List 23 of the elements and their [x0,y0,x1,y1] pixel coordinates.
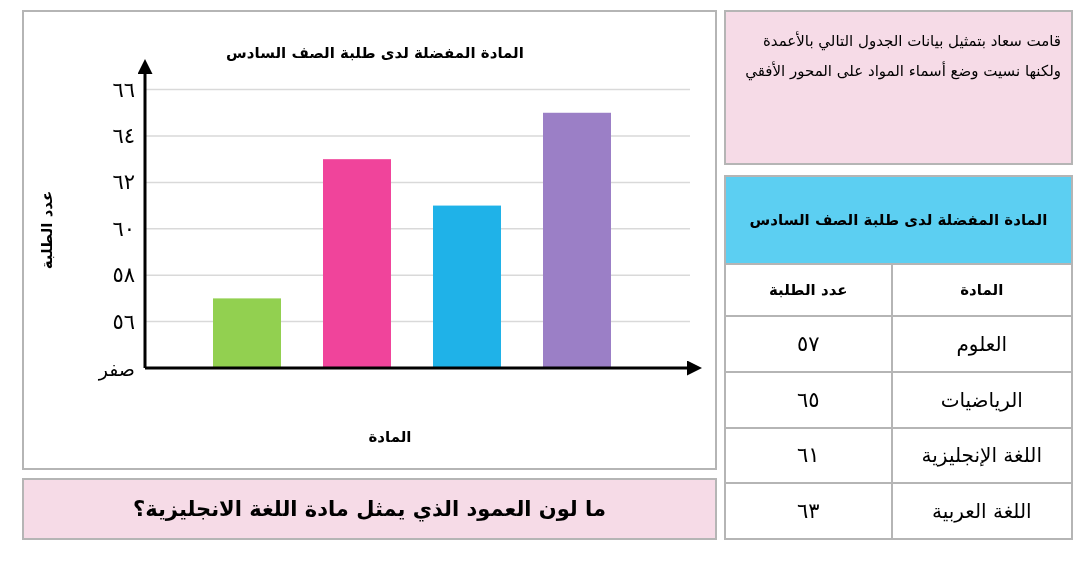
x-axis-title: المادة [368,428,412,446]
y-axis-title: عدد الطلبة [38,190,56,270]
text: عدد الطلبة [725,264,892,316]
text: ما لون العمود الذي يمثل مادة اللغة الانجليزية؟ [22,478,717,540]
data-label: ٦٥ [725,371,892,428]
data-label: ٦٣ [725,483,892,539]
category-label: اللغة العربية [891,483,1072,539]
category-label: اللغة الإنجليزية [891,427,1072,484]
text: قامت سعاد بتمثيل بيانات الجدول التالي بالأعمدة ولكنها نسيت وضع أسماء المواد على المحور الأفقي [724,10,1073,165]
y-tick-label: ٦٢ [112,170,135,195]
y-tick-label: ٦٦ [112,77,135,102]
y-tick-label: ٦٠ [112,216,135,241]
y-tick-label: ٥٨ [112,263,135,288]
category-label: العلوم [891,316,1072,372]
chart-title: المادة المفضلة لدى طلبة الصف السادس [226,44,524,62]
text: المادة [891,264,1072,316]
data-label: ٦١ [725,427,892,484]
text: المادة المفضلة لدى طلبة الصف السادس [725,176,1072,264]
y-tick-label: ٥٦ [112,309,135,334]
category-label: الرياضيات [891,371,1072,428]
data-label: ٥٧ [725,316,892,372]
y-tick-label: ٦٤ [112,123,135,148]
text: صفر [97,358,135,381]
